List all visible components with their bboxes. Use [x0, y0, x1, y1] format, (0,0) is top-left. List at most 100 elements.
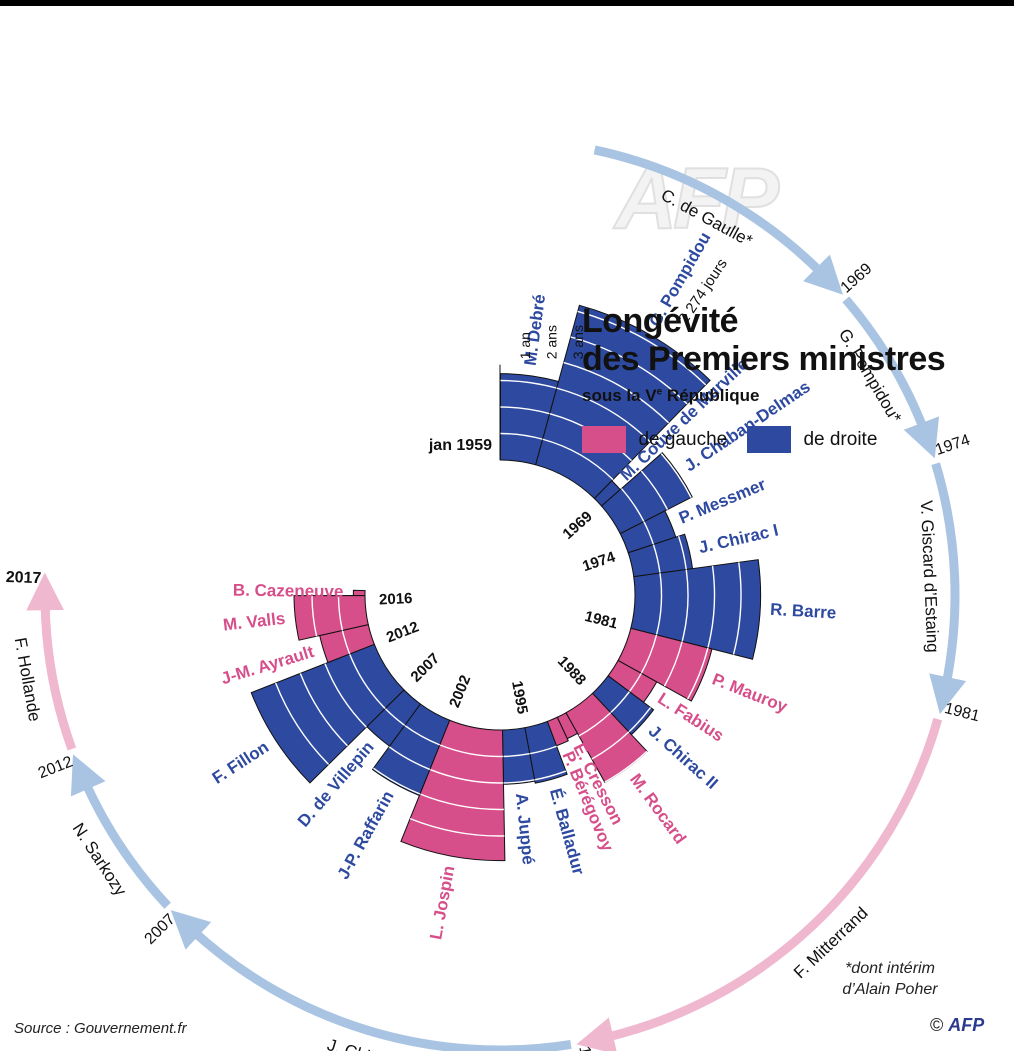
inner-year-1974: 1974 [580, 548, 618, 575]
subtitle-end: République [662, 386, 760, 405]
president-label-f-hollande: F. Hollande [11, 636, 45, 723]
president-arc-v-giscard-d-estaing [929, 462, 967, 715]
pm-label-r-barre: R. Barre [770, 600, 837, 623]
outer-year-1995: 1995 [575, 1045, 598, 1051]
pm-year-ring-j-p-raffarin-3 [373, 767, 421, 795]
pm-label-m-valls: M. Valls [222, 609, 286, 635]
pm-bar-r-barre [630, 559, 762, 660]
outer-year-2012: 2012 [36, 753, 75, 782]
pm-year-ring-p-mauroy-2 [663, 641, 683, 687]
pm-bar-j-p-raffarin [371, 703, 451, 797]
legend-swatch-droite [747, 426, 791, 453]
pm-bar-b-cazeneuve [352, 589, 366, 596]
pm-label-f-fillon: F. Fillon [209, 737, 272, 787]
pm-bar-p-mauroy [617, 627, 713, 702]
afp-logo: AFP [948, 1015, 985, 1035]
pm-year-ring-p-mauroy-3 [686, 647, 709, 700]
pm-label-l-jospin: L. Jospin [426, 864, 458, 941]
pm-year-ring-m-rocard-2 [591, 731, 630, 760]
scale-label-1: 1 an [517, 332, 533, 359]
prime-ministers-ring [250, 304, 762, 862]
pm-year-ring-m-rocard-3 [604, 750, 648, 783]
pm-year-ring-f-fillon-1 [349, 653, 386, 710]
pm-year-ring-f-fillon-2 [324, 663, 367, 728]
legend-swatch-gauche [582, 426, 626, 453]
pm-year-ring-r-barre-1 [655, 573, 663, 636]
president-arc-f-hollande [26, 572, 77, 751]
footnote: *dont intérim d’Alain Poher [820, 958, 960, 1000]
pm-year-ring-j-p-raffarin-2 [388, 746, 431, 771]
pm-year-ring-g-pompidou-1 [542, 438, 614, 481]
outer-year-1974: 1974 [933, 432, 972, 459]
pm-year-ring-g-pompidou-4 [563, 361, 670, 424]
pm-year-ring-r-barre-2 [681, 569, 689, 642]
inner-year-1969: 1969 [560, 508, 596, 543]
scale-label-3: 3 ans [570, 325, 586, 359]
pm-label-a-juppe: A. Juppé [512, 792, 538, 865]
outer-year-1981: 1981 [943, 700, 982, 725]
legend-label-gauche: de gauche [638, 428, 728, 450]
president-arc-c-de-gaulle [593, 145, 843, 295]
pm-year-ring-m-debre-2 [500, 406, 550, 415]
pm-year-ring-m-debre-1 [500, 432, 543, 440]
start-label: jan 1959 [428, 437, 492, 454]
outer-year-1969: 1969 [838, 260, 876, 296]
inner-year-2002: 2002 [446, 673, 474, 710]
inner-year-1981: 1981 [583, 608, 620, 633]
footnote-line-1: *dont intérim [845, 960, 935, 977]
pm-label-p-messmer: P. Messmer [676, 475, 769, 528]
pm-year-ring-r-barre-3 [707, 565, 716, 649]
pm-year-ring-r-barre-4 [732, 562, 742, 655]
pm-year-ring-j-chaban-delmas-2 [640, 470, 669, 510]
pm-year-ring-m-rocard-1 [578, 712, 612, 737]
inner-year-1995: 1995 [508, 680, 531, 716]
title-block: Longévité des Premiers ministres sous la… [582, 302, 1002, 406]
president-arc-j-chirac [170, 910, 572, 1051]
legend-item-droite: de droite [747, 426, 877, 453]
president-arc-f-mitterrand [576, 717, 943, 1051]
scale-label-2: 2 ans [544, 325, 560, 359]
pm-label-j-chirac-i: J. Chirac I [697, 520, 780, 557]
pm-year-ring-l-jospin-1 [439, 744, 503, 758]
president-label-n-sarkozy: N. Sarkozy [69, 820, 131, 900]
copyright-symbol: © [930, 1015, 944, 1035]
chart-title: Longévité des Premiers ministres [582, 302, 1002, 378]
chart-subtitle: sous la Ve République [582, 386, 1002, 406]
outer-year-2007: 2007 [141, 911, 178, 948]
pm-year-ring-g-pompidou-3 [556, 387, 651, 443]
source-note: Source : Gouvernement.fr [14, 1020, 187, 1037]
pm-bar-f-fillon [250, 643, 405, 784]
presidents-ring [26, 145, 967, 1051]
president-label-v-giscard-d-estaing: V. Giscard d’Estaing [917, 500, 943, 653]
pm-year-ring-m-valls-2 [311, 595, 318, 637]
pm-bar-g-pompidou [535, 304, 711, 500]
inner-year-1988: 1988 [554, 653, 589, 689]
legend-label-droite: de droite [803, 428, 878, 450]
pm-bar-j-chaban-delmas [600, 452, 693, 535]
top-rule [0, 0, 1014, 6]
subtitle-sup: e [656, 386, 663, 398]
inner-year-2016: 2016 [379, 590, 413, 609]
inner-year-2007: 2007 [407, 650, 443, 686]
pm-label-j-p-raffarin: J-P. Raffarin [334, 788, 398, 883]
title-line-2: des Premiers ministres [582, 340, 946, 378]
pm-bar-e-balladur [524, 720, 568, 784]
pm-year-ring-l-jospin-2 [429, 768, 504, 784]
legend-item-gauche: de gauche [582, 426, 727, 453]
pm-label-m-rocard: M. Rocard [626, 770, 690, 848]
pm-year-ring-f-fillon-4 [275, 682, 330, 765]
pm-year-ring-g-pompidou-5 [570, 336, 688, 405]
pm-year-ring-l-jospin-3 [419, 793, 504, 811]
inner-year-2012: 2012 [384, 618, 421, 646]
outer-year-2017: 2017 [5, 569, 41, 587]
pm-year-ring-f-fillon-3 [299, 673, 348, 747]
subtitle-main: sous la V [582, 386, 657, 405]
pm-year-ring-l-jospin-4 [409, 817, 505, 837]
president-arc-n-sarkozy [70, 754, 171, 909]
title-line-1: Longévité [582, 302, 739, 340]
pm-year-ring-m-debre-3 [500, 379, 557, 389]
afp-credit: © AFP [930, 1015, 984, 1036]
pm-label-p-mauroy: P. Mauroy [709, 670, 790, 717]
pm-label-b-cazeneuve: B. Cazeneuve [233, 581, 344, 602]
footnote-line-2: d’Alain Poher [842, 981, 938, 998]
